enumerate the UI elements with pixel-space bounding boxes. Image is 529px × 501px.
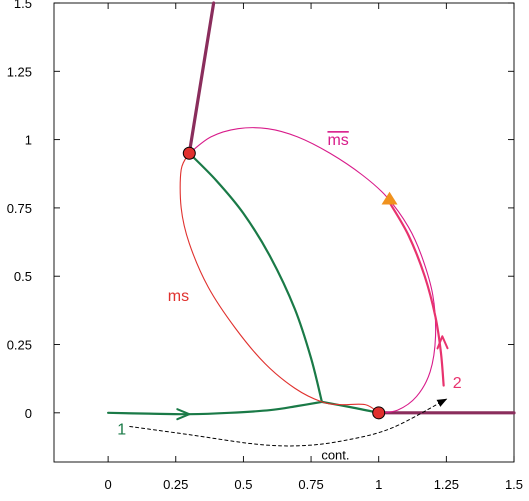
axis-ticks: 0 0.25 0.5 0.75 1 1.25 1.5 0 0.25 0.5 0.75 1 1.25 1.5 (7, 0, 523, 492)
y-tick-label-6: 1.5 (14, 0, 32, 11)
x-tick-label-0: 0 (105, 477, 112, 492)
annotation-label-2: 2 (453, 375, 462, 392)
y-tick-label-4: 1 (25, 133, 32, 148)
annotation-label-1: 1 (117, 422, 126, 439)
annotation-label-cont: cont. (321, 447, 349, 462)
arrow-green-entry (176, 408, 191, 421)
series-cont-dashed (129, 398, 448, 447)
annotations: ms ms 1 2 cont. (117, 132, 462, 462)
y-tick-label-2: 0.5 (14, 269, 32, 284)
annotation-label-ms-bar: ms (327, 132, 348, 149)
x-tick-label-2: 0.5 (234, 477, 252, 492)
markers (182, 146, 398, 420)
y-tick-label-0: 0 (25, 406, 32, 421)
y-tick-label-1: 0.25 (7, 338, 32, 353)
series-ms-curve (179, 152, 380, 414)
series-ms-bar-curve (188, 127, 437, 414)
y-tick-label-5: 1.25 (7, 64, 32, 79)
x-tick-label-5: 1.25 (434, 477, 459, 492)
y-tick-label-3: 0.75 (7, 201, 32, 216)
series-green-entry (107, 400, 323, 416)
x-tick-label-6: 1.5 (505, 477, 523, 492)
marker-node-lower (372, 406, 386, 420)
x-tick-label-3: 0.75 (298, 477, 323, 492)
series-green-upper (188, 152, 323, 403)
series-pink-branch (388, 201, 445, 387)
marker-node-upper (182, 146, 196, 160)
plot-border (53, 2, 515, 463)
marker-triangle (381, 191, 398, 205)
annotation-label-ms: ms (168, 288, 189, 305)
plot-frame (53, 2, 515, 463)
series-group (107, 1, 516, 447)
arrowheads (176, 335, 449, 421)
series-purple-upper (187, 1, 216, 155)
x-tick-label-4: 1 (375, 477, 382, 492)
x-tick-label-1: 0.25 (163, 477, 188, 492)
arrow-pink-branch (436, 335, 449, 350)
